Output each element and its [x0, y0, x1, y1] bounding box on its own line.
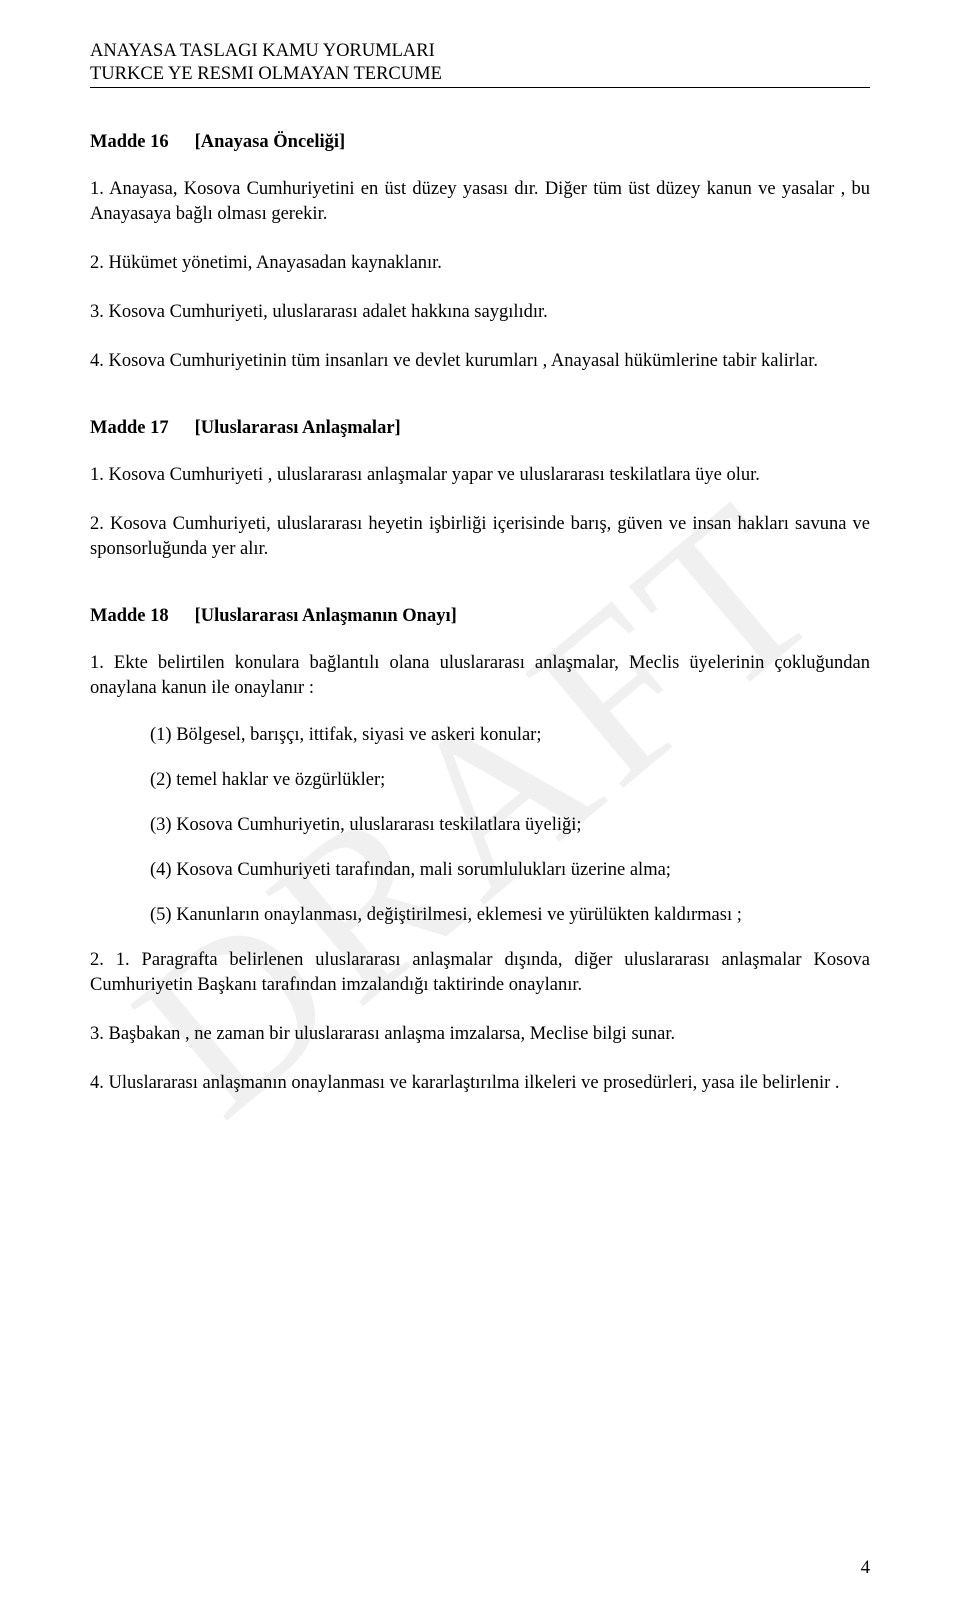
article-18-sub2: (2) temel haklar ve özgürlükler; — [90, 768, 870, 793]
article-18-sub1: (1) Bölgesel, barışçı, ittifak, siyasi v… — [90, 723, 870, 748]
article-18-p3: 3. Başbakan , ne zaman bir uluslararası … — [90, 1022, 870, 1047]
article-16-label: Madde 16 — [90, 132, 190, 153]
article-16-p2: 2. Hükümet yönetimi, Anayasadan kaynakla… — [90, 251, 870, 276]
article-18-sub5: (5) Kanunların onaylanması, değiştirilme… — [90, 903, 870, 928]
article-16-p3: 3. Kosova Cumhuriyeti, uluslararası adal… — [90, 300, 870, 325]
article-18-title: [Uluslararası Anlaşmanın Onayı] — [195, 606, 457, 626]
article-18-sub4: (4) Kosova Cumhuriyeti tarafından, mali … — [90, 858, 870, 883]
article-16-p4: 4. Kosova Cumhuriyetinin tüm insanları v… — [90, 349, 870, 374]
header-line-1: ANAYASA TASLAGI KAMU YORUMLARI — [90, 40, 870, 63]
article-18-label: Madde 18 — [90, 606, 190, 627]
article-18-p2: 2. 1. Paragrafta belirlenen uluslararası… — [90, 948, 870, 998]
page-content: ANAYASA TASLAGI KAMU YORUMLARI TURKCE YE… — [90, 40, 870, 1096]
article-18-p1: 1. Ekte belirtilen konulara bağlantılı o… — [90, 651, 870, 701]
article-17-title: [Uluslararası Anlaşmalar] — [195, 418, 401, 438]
article-17-heading: Madde 17 [Uluslararası Anlaşmalar] — [90, 418, 870, 439]
article-17-label: Madde 17 — [90, 418, 190, 439]
article-16-heading: Madde 16 [Anayasa Önceliği] — [90, 132, 870, 153]
page-number: 4 — [861, 1558, 870, 1579]
article-17-p1: 1. Kosova Cumhuriyeti , uluslararası anl… — [90, 463, 870, 488]
article-17-p2: 2. Kosova Cumhuriyeti, uluslararası heye… — [90, 512, 870, 562]
header-line-2: TURKCE YE RESMI OLMAYAN TERCUME — [90, 63, 870, 86]
header-block: ANAYASA TASLAGI KAMU YORUMLARI TURKCE YE… — [90, 40, 870, 88]
article-18-heading: Madde 18 [Uluslararası Anlaşmanın Onayı] — [90, 606, 870, 627]
article-18-p4: 4. Uluslararası anlaşmanın onaylanması v… — [90, 1071, 870, 1096]
article-18-sub3: (3) Kosova Cumhuriyetin, uluslararası te… — [90, 813, 870, 838]
article-16-title: [Anayasa Önceliği] — [195, 132, 346, 152]
article-16-p1: 1. Anayasa, Kosova Cumhuriyetini en üst … — [90, 177, 870, 227]
